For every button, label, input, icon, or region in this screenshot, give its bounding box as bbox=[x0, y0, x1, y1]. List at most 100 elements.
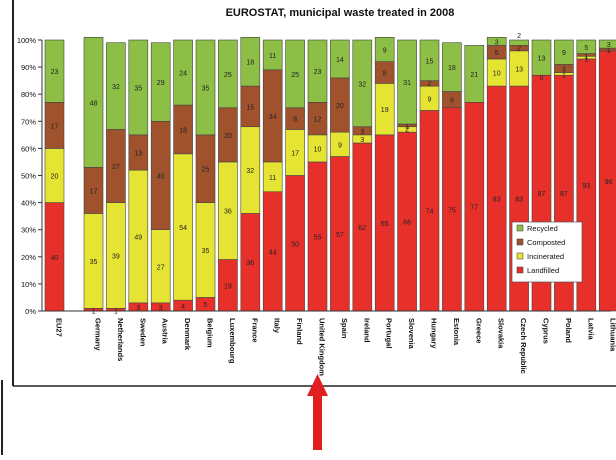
x-tick-label: Netherlands bbox=[116, 318, 125, 361]
bar-segment-recycled bbox=[531, 39, 552, 76]
legend-swatch bbox=[516, 238, 524, 246]
data-label: 10 bbox=[314, 146, 322, 153]
data-label: 35 bbox=[90, 259, 98, 266]
data-label: 96 bbox=[605, 179, 613, 186]
data-label: 20 bbox=[336, 103, 344, 110]
y-tick-label: 40% bbox=[21, 199, 36, 208]
data-label: 32 bbox=[246, 168, 254, 175]
bar-segment-recycled bbox=[464, 45, 485, 103]
data-label: 2 bbox=[405, 127, 409, 134]
bar-segment-recycled bbox=[576, 39, 597, 54]
data-label: 10 bbox=[493, 71, 501, 78]
data-label: 17 bbox=[291, 150, 299, 157]
legend-swatch bbox=[516, 252, 524, 260]
legend-box bbox=[511, 221, 583, 283]
data-label: 17 bbox=[51, 123, 59, 130]
legend-label: Incinerated bbox=[527, 252, 564, 261]
data-label: 12 bbox=[314, 117, 322, 124]
x-tick-label: Germany bbox=[94, 318, 103, 351]
data-label: 2 bbox=[517, 33, 521, 40]
data-label: 23 bbox=[314, 69, 322, 76]
bar-segment-recycled bbox=[307, 39, 328, 103]
bar-segment-recycled bbox=[106, 42, 126, 130]
bar-segment-recycled bbox=[486, 36, 507, 46]
x-tick-label: Estonia bbox=[452, 318, 461, 346]
bar-segment-recycled bbox=[554, 39, 574, 65]
data-label: 5 bbox=[584, 45, 588, 52]
data-label: 2 bbox=[517, 45, 521, 52]
y-tick-label: 30% bbox=[21, 226, 36, 235]
data-label: 3 bbox=[136, 305, 140, 312]
data-label: 9 bbox=[428, 96, 432, 103]
data-label: 49 bbox=[134, 234, 142, 241]
y-tick-label: 100% bbox=[17, 36, 37, 45]
x-tick-label: Hungary bbox=[430, 318, 439, 349]
bar-segment-recycled bbox=[128, 39, 149, 136]
bar-segment-recycled bbox=[330, 39, 350, 79]
data-label: 77 bbox=[470, 205, 478, 212]
bar-segment-recycled bbox=[598, 39, 616, 49]
data-label: 11 bbox=[269, 175, 276, 182]
x-tick-label: United Kingdom bbox=[318, 318, 327, 376]
x-axis: EU27 Germany Netherlands Sweden Austria Denma… bbox=[42, 310, 616, 376]
data-label: 13 bbox=[134, 150, 142, 157]
data-label: 48 bbox=[90, 100, 98, 107]
x-tick-label: Greece bbox=[474, 318, 483, 343]
y-tick-label: 60% bbox=[21, 144, 36, 153]
x-tick-label: Poland bbox=[564, 318, 573, 343]
data-label: 5 bbox=[495, 50, 499, 57]
data-label: 40 bbox=[157, 174, 165, 181]
y-tick-label: 70% bbox=[21, 117, 36, 126]
x-tick-label: Austria bbox=[161, 318, 170, 345]
data-label: 36 bbox=[224, 209, 232, 216]
data-label: 31 bbox=[403, 80, 411, 87]
data-label: 50 bbox=[291, 241, 299, 248]
data-label: 3 bbox=[360, 129, 364, 136]
x-tick-label: Slovakia bbox=[497, 318, 506, 349]
data-label: 3 bbox=[360, 137, 364, 144]
bar-segment-recycled bbox=[442, 42, 462, 92]
data-label: 15 bbox=[246, 104, 254, 111]
data-label: 25 bbox=[202, 167, 210, 174]
x-tick-label: Sweden bbox=[138, 318, 147, 347]
legend-swatch bbox=[516, 224, 524, 232]
data-label: 19 bbox=[381, 107, 389, 114]
data-label: 87 bbox=[538, 191, 546, 198]
data-label: 9 bbox=[562, 50, 566, 57]
data-label: 21 bbox=[470, 72, 478, 79]
y-tick-label: 0% bbox=[25, 307, 36, 316]
data-label: 1 bbox=[584, 54, 588, 61]
data-label: 8 bbox=[383, 71, 387, 78]
bar-segment-recycled bbox=[195, 39, 216, 136]
x-tick-label: Italy bbox=[273, 318, 282, 334]
bar-segment-recycled bbox=[419, 39, 440, 81]
data-label: 6 bbox=[450, 98, 454, 105]
data-label: 2 bbox=[428, 81, 432, 88]
arrow-head bbox=[307, 374, 328, 396]
data-label: 35 bbox=[134, 85, 142, 92]
y-axis: 0% 10% 20% 30% 40% 50% 60% 70% 80% 90% 100% bbox=[17, 36, 43, 316]
data-label: 18 bbox=[179, 127, 187, 134]
data-label: 74 bbox=[426, 209, 434, 216]
data-label: 4 bbox=[181, 304, 185, 311]
data-label: 23 bbox=[51, 69, 59, 76]
x-tick-label: France bbox=[250, 318, 259, 343]
data-label: 13 bbox=[515, 66, 523, 73]
data-label: 5 bbox=[204, 302, 208, 309]
data-label: 1 bbox=[607, 48, 611, 55]
data-label: 27 bbox=[112, 164, 120, 171]
x-tick-label: Belgium bbox=[206, 318, 215, 348]
data-label: 19 bbox=[224, 283, 232, 290]
data-label: 62 bbox=[358, 225, 366, 232]
data-label: 25 bbox=[291, 72, 299, 79]
data-label: 13 bbox=[538, 56, 546, 63]
data-label: 14 bbox=[336, 57, 344, 64]
red-arrow-annotation bbox=[307, 374, 328, 450]
data-label: 35 bbox=[202, 248, 210, 255]
bar-segment-recycled bbox=[262, 39, 283, 71]
x-tick-label: Spain bbox=[340, 318, 349, 339]
data-label: 57 bbox=[336, 232, 344, 239]
data-label: 15 bbox=[426, 58, 434, 65]
data-label: 3 bbox=[562, 66, 566, 73]
